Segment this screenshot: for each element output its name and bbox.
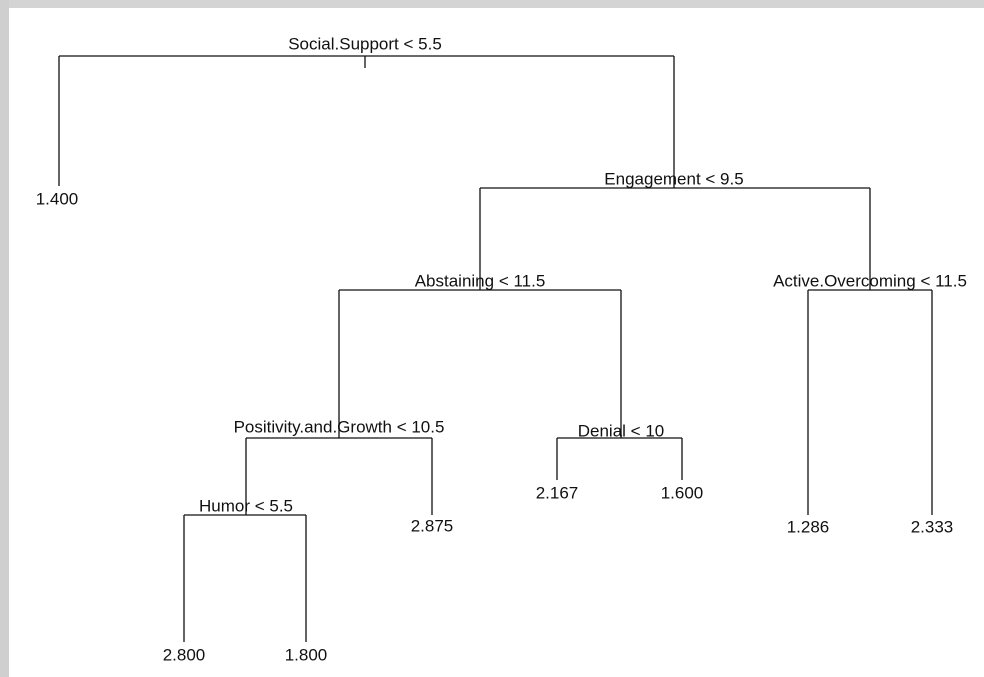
leaf-value: 2.167 xyxy=(536,483,579,502)
leaf-value: 1.400 xyxy=(36,189,79,208)
leaf-value: 1.600 xyxy=(661,483,704,502)
frame-left xyxy=(0,0,9,677)
split-label: Humor < 5.5 xyxy=(199,496,293,515)
split-label: Social.Support < 5.5 xyxy=(288,34,442,53)
split-label: Abstaining < 11.5 xyxy=(415,271,546,290)
leaf-value: 2.333 xyxy=(911,517,954,536)
plot-area xyxy=(9,8,984,677)
split-label: Positivity.and.Growth < 10.5 xyxy=(234,417,445,436)
split-label: Engagement < 9.5 xyxy=(604,169,743,188)
leaf-value: 1.286 xyxy=(787,517,830,536)
frame-top xyxy=(0,0,984,8)
split-label: Active.Overcoming < 11.5 xyxy=(773,271,967,290)
leaf-value: 2.800 xyxy=(163,645,206,664)
leaf-value: 2.875 xyxy=(411,516,454,535)
split-label: Denial < 10 xyxy=(578,421,664,440)
labels: Social.Support < 5.5 1.400 Engagement < 9.… xyxy=(36,34,967,664)
leaf-value: 1.800 xyxy=(285,645,328,664)
edges xyxy=(58,55,933,642)
